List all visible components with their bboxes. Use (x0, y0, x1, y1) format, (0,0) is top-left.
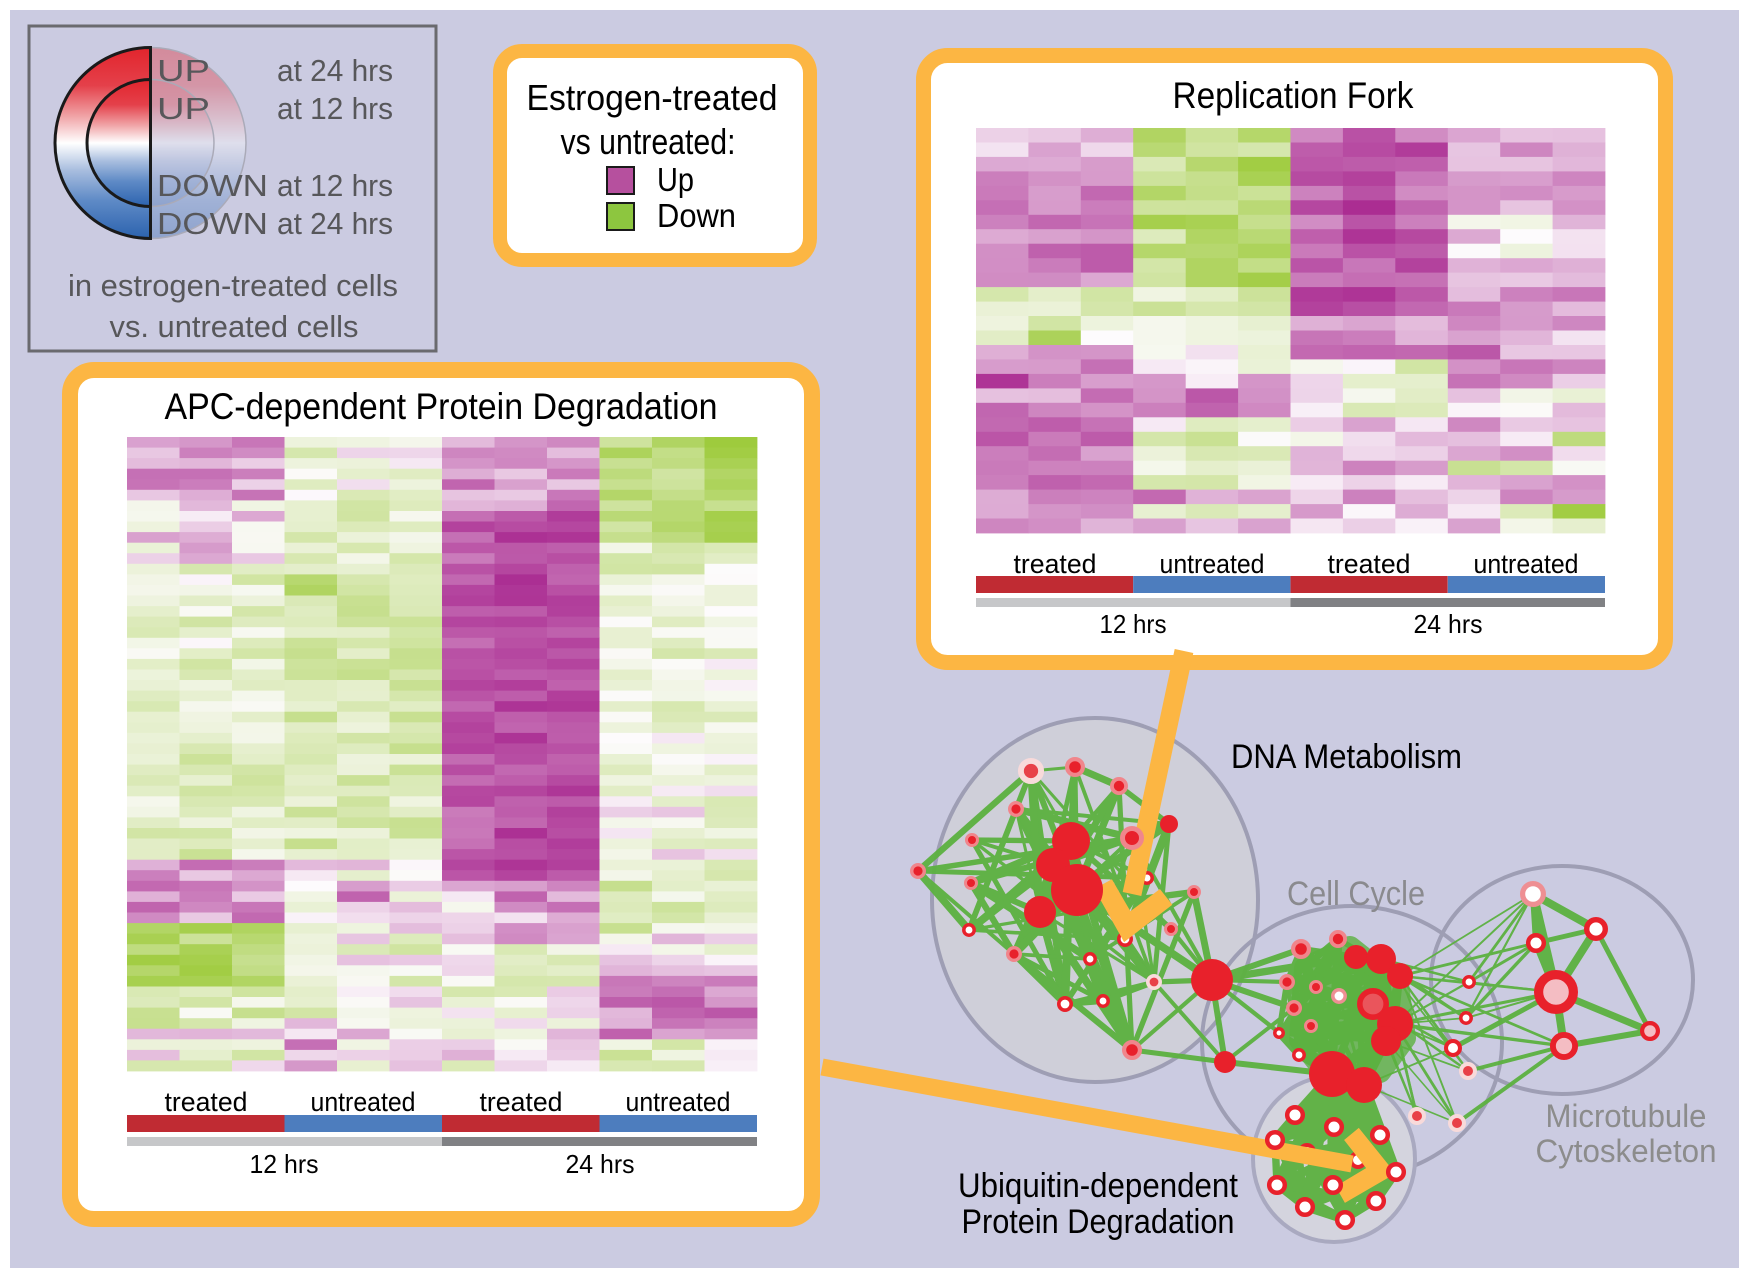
svg-text:Cell Cycle: Cell Cycle (1287, 875, 1425, 913)
svg-text:untreated: untreated (311, 1087, 416, 1117)
svg-text:treated: treated (480, 1087, 563, 1117)
svg-text:vs untreated:: vs untreated: (561, 121, 736, 162)
svg-text:at 24 hrs: at 24 hrs (277, 206, 393, 241)
svg-text:treated: treated (1328, 549, 1411, 579)
svg-text:in estrogen-treated cells: in estrogen-treated cells (68, 268, 398, 303)
svg-text:12 hrs: 12 hrs (250, 1149, 319, 1179)
svg-text:DOWN: DOWN (157, 206, 268, 241)
svg-text:Estrogen-treated: Estrogen-treated (527, 77, 778, 118)
svg-text:untreated: untreated (1474, 549, 1579, 579)
svg-text:untreated: untreated (1160, 549, 1265, 579)
svg-text:APC-dependent Protein Degradat: APC-dependent Protein Degradation (165, 386, 718, 427)
svg-text:24 hrs: 24 hrs (566, 1149, 635, 1179)
svg-text:Microtubule: Microtubule (1546, 1098, 1707, 1134)
svg-text:treated: treated (1014, 549, 1097, 579)
svg-text:24 hrs: 24 hrs (1414, 609, 1483, 639)
svg-text:UP: UP (157, 53, 210, 88)
svg-text:at 24 hrs: at 24 hrs (277, 53, 393, 88)
svg-text:UP: UP (157, 91, 210, 126)
svg-text:treated: treated (165, 1087, 248, 1117)
svg-text:Protein Degradation: Protein Degradation (962, 1203, 1235, 1241)
svg-text:DOWN: DOWN (157, 168, 268, 203)
svg-text:Ubiquitin-dependent: Ubiquitin-dependent (958, 1167, 1239, 1205)
svg-text:DNA Metabolism: DNA Metabolism (1231, 738, 1462, 776)
svg-text:untreated: untreated (626, 1087, 731, 1117)
svg-text:at 12 hrs: at 12 hrs (277, 168, 393, 203)
svg-text:at 12 hrs: at 12 hrs (277, 91, 393, 126)
svg-text:Replication Fork: Replication Fork (1173, 75, 1414, 116)
svg-text:Down: Down (657, 197, 736, 234)
svg-text:12 hrs: 12 hrs (1100, 609, 1167, 639)
svg-text:vs. untreated cells: vs. untreated cells (110, 309, 359, 344)
svg-text:Up: Up (657, 161, 694, 198)
svg-text:Cytoskeleton: Cytoskeleton (1536, 1133, 1717, 1169)
